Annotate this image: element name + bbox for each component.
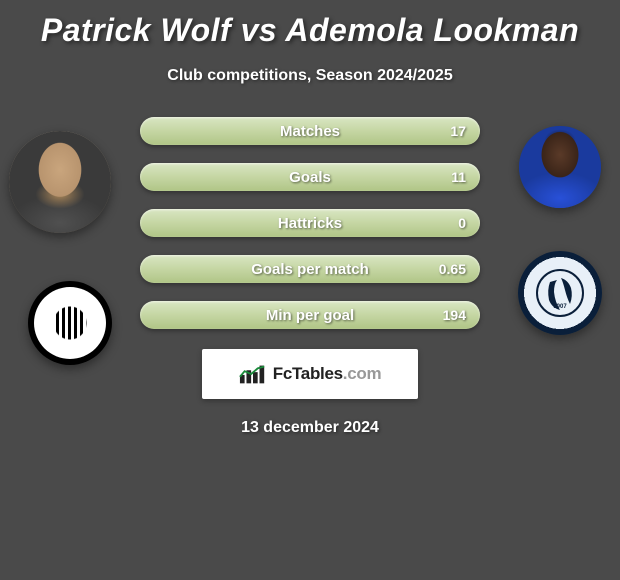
stat-label: Goals per match	[140, 261, 480, 278]
stat-row: Goals11	[140, 163, 480, 191]
stats-list: Matches17 Goals11 Hattricks0 Goals per matc…	[140, 117, 480, 329]
stat-row: Hattricks0	[140, 209, 480, 237]
atalanta-icon: 1907	[535, 268, 585, 318]
stat-value-right: 17	[450, 123, 466, 139]
svg-text:1907: 1907	[553, 304, 567, 310]
subtitle: Club competitions, Season 2024/2025	[0, 67, 620, 85]
player-right-avatar	[519, 126, 601, 208]
stat-value-right: 0	[458, 215, 466, 231]
stat-value-right: 194	[443, 307, 466, 323]
club-right-badge: 1907	[518, 251, 602, 335]
brand-suffix: .com	[343, 364, 381, 383]
brand-text: FcTables.com	[273, 364, 382, 384]
brand-name: FcTables	[273, 364, 343, 383]
club-left-badge	[28, 281, 112, 365]
stat-label: Goals	[140, 169, 480, 186]
stat-row: Matches17	[140, 117, 480, 145]
stat-row: Goals per match0.65	[140, 255, 480, 283]
page-title: Patrick Wolf vs Ademola Lookman	[0, 0, 620, 49]
comparison-panel: 1907 Matches17 Goals11 Hattricks0 Goals per…	[0, 117, 620, 437]
date-text: 13 december 2024	[0, 419, 620, 437]
stat-value-right: 11	[451, 169, 466, 185]
stat-label: Matches	[140, 123, 480, 140]
stat-value-right: 0.65	[439, 261, 466, 277]
player-left-avatar	[9, 131, 111, 233]
stat-label: Min per goal	[140, 307, 480, 324]
stat-row: Min per goal194	[140, 301, 480, 329]
brand-chart-icon	[239, 363, 267, 385]
stat-label: Hattricks	[140, 215, 480, 232]
brand-badge: FcTables.com	[202, 349, 418, 399]
